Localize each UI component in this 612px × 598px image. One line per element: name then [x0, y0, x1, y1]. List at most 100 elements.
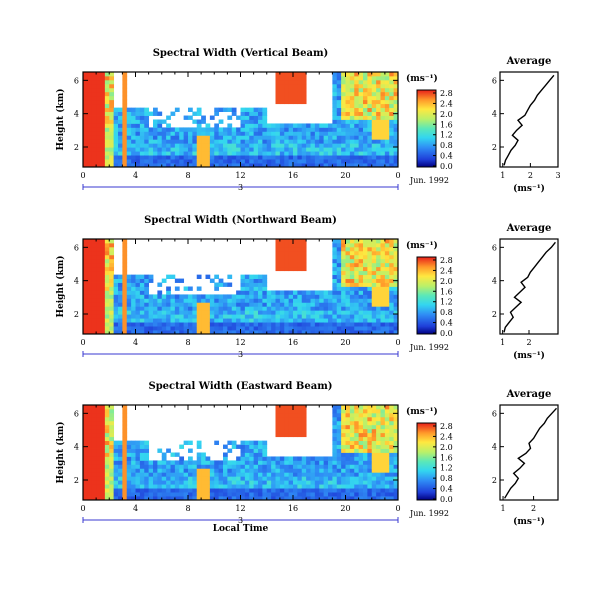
heatmap-cell	[236, 310, 241, 315]
heatmap-cell	[100, 266, 106, 272]
heatmap-cell	[139, 322, 145, 327]
heatmap-cell	[240, 496, 246, 501]
heatmap-cell	[244, 448, 250, 453]
heatmap-cell	[179, 468, 185, 473]
heatmap-cell	[100, 416, 106, 422]
heatmap-cell	[345, 436, 351, 442]
heatmap-cell	[376, 266, 381, 272]
heatmap-cell	[288, 266, 294, 272]
heatmap-cell	[384, 254, 390, 260]
x-tick-label: 8	[185, 504, 190, 513]
heatmap-cell	[196, 476, 202, 481]
heatmap-cell	[306, 468, 311, 473]
heatmap-cell	[301, 254, 307, 260]
heatmap-cell	[91, 290, 97, 295]
heatmap-cell	[122, 428, 128, 434]
heatmap-cell	[223, 294, 228, 299]
heatmap-cell	[367, 476, 373, 481]
heatmap-cell	[100, 282, 106, 287]
profile-x-tick-label: 1	[501, 504, 506, 513]
heatmap-cell	[179, 131, 185, 136]
heatmap-cell	[354, 75, 360, 81]
heatmap-cell	[393, 242, 399, 248]
heatmap-cell	[349, 107, 355, 112]
heatmap-cell	[109, 468, 115, 473]
heatmap-cell	[83, 282, 88, 287]
heatmap-cell	[104, 322, 110, 327]
heatmap-cell	[244, 290, 250, 295]
heatmap-cell	[371, 131, 377, 136]
heatmap-cell	[205, 135, 211, 140]
heatmap-cell	[275, 91, 281, 97]
profile-x-tick-label: 1	[500, 171, 505, 180]
heatmap-cell	[371, 151, 377, 156]
y-tick-label: 6	[74, 76, 79, 85]
heatmap-cell	[314, 294, 320, 299]
profile-y-tick-label: 2	[492, 476, 497, 485]
heatmap-cell	[336, 468, 342, 473]
heatmap-cell	[380, 163, 386, 168]
heatmap-cell	[249, 318, 255, 323]
heatmap-cell	[301, 302, 307, 307]
heatmap-cell	[336, 127, 342, 132]
heatmap-cell	[345, 119, 351, 124]
heatmap-cell	[336, 484, 342, 489]
heatmap-cell	[118, 274, 123, 279]
heatmap-cell	[354, 448, 360, 453]
heatmap-cell	[122, 468, 128, 473]
heatmap-cell	[358, 492, 364, 497]
heatmap-cell	[135, 488, 141, 493]
heatmap-cell	[371, 239, 377, 244]
heatmap-cell	[118, 294, 123, 299]
heatmap-cell	[104, 143, 110, 148]
heatmap-cell	[148, 472, 154, 477]
heatmap-cell	[345, 163, 351, 168]
heatmap-cell	[253, 444, 259, 449]
heatmap-cell	[131, 472, 136, 477]
heatmap-cell	[328, 143, 333, 148]
heatmap-cell	[389, 286, 395, 291]
heatmap-cell	[223, 131, 228, 136]
heatmap-cell	[227, 163, 233, 168]
heatmap-cell	[83, 119, 88, 124]
heatmap-cell	[328, 318, 333, 323]
heatmap-cell	[349, 405, 355, 410]
heatmap-cell	[183, 484, 189, 489]
heatmap-cell	[288, 298, 294, 303]
heatmap-cell	[297, 408, 303, 414]
heatmap-cell	[174, 476, 180, 481]
heatmap-cell	[266, 468, 272, 473]
heatmap-cell	[83, 286, 88, 291]
heatmap-cell	[306, 314, 311, 319]
heatmap-cell	[139, 111, 145, 116]
heatmap-cell	[288, 484, 294, 489]
heatmap-cell	[166, 472, 171, 477]
heatmap-cell	[135, 326, 141, 331]
heatmap-cell	[87, 480, 93, 485]
heatmap-cell	[389, 464, 395, 469]
heatmap-cell	[319, 155, 325, 160]
heatmap-cell	[104, 159, 110, 164]
heatmap-cell	[297, 472, 303, 477]
heatmap-cell	[371, 496, 377, 501]
heatmap-cell	[122, 278, 128, 283]
heatmap-cell	[376, 322, 381, 327]
heatmap-cell	[100, 302, 106, 307]
heatmap-cell	[393, 139, 399, 144]
heatmap-cell	[293, 75, 298, 81]
heatmap-cell	[157, 155, 163, 160]
heatmap-cell	[293, 322, 298, 327]
heatmap-cell	[214, 302, 220, 307]
profile-y-tick-label: 6	[492, 243, 497, 252]
heatmap-cell	[297, 476, 303, 481]
heatmap-cell	[196, 147, 202, 152]
heatmap-cell	[371, 246, 377, 252]
heatmap-cell	[349, 484, 355, 489]
heatmap-cell	[371, 72, 377, 77]
heatmap-cell	[113, 159, 119, 164]
heatmap-cell	[87, 115, 93, 120]
heatmap-cell	[183, 155, 189, 160]
heatmap-cell	[192, 484, 198, 489]
heatmap-cell	[371, 456, 377, 461]
heatmap-cell	[284, 254, 290, 260]
